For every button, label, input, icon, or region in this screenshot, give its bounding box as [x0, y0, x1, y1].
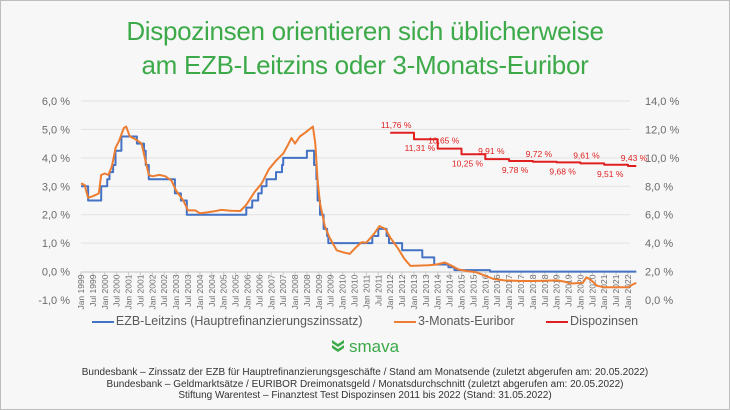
dispo-data-label: 9,51 % [597, 169, 624, 179]
x-tick-label: Jan 2016 [480, 274, 490, 309]
legend-item-euribor[interactable]: 3-Monats-Euribor [393, 314, 515, 328]
y-tick-right: 2,0 % [645, 267, 673, 279]
x-tick-label: Jul 2000 [112, 274, 122, 306]
x-tick-label: Jan 1999 [76, 274, 86, 309]
x-tick-label: Jan 2017 [504, 274, 514, 309]
x-tick-label: Jul 2004 [207, 274, 217, 306]
y-tick-left: 5,0 % [42, 124, 70, 136]
chart-title: Dispozinsen orientieren sich üblicherwei… [0, 14, 730, 82]
legend-item-dispo[interactable]: Dispozinsen [546, 314, 638, 328]
legend: EZB-Leitzins (Hauptrefinanzierungszinssa… [0, 314, 730, 328]
x-tick-label: Jul 2015 [468, 274, 478, 306]
x-tick-label: Jul 2002 [159, 274, 169, 306]
x-tick-label: Jul 2013 [421, 274, 431, 306]
x-tick-label: Jul 2017 [516, 274, 526, 306]
x-tick-label: Jul 2010 [350, 274, 360, 306]
x-tick-label: Jan 2007 [266, 274, 276, 309]
y-tick-right: 12,0 % [645, 124, 679, 136]
y-tick-left: 2,0 % [42, 210, 70, 222]
y-tick-right: 0,0 % [645, 295, 673, 307]
x-tick-label: Jan 2013 [409, 274, 419, 309]
series-ezb-line [81, 135, 637, 273]
x-tick-label: Jan 2020 [575, 274, 585, 309]
dispo-data-label: 10,65 % [428, 136, 460, 146]
x-tick-label: Jul 2011 [373, 274, 383, 306]
y-tick-right: 4,0 % [645, 238, 673, 250]
dispo-data-label: 9,43 % [621, 153, 648, 163]
sources: Bundesbank – Zinssatz der EZB für Hauptr… [0, 367, 730, 402]
y-tick-left: -1,0 % [38, 295, 70, 307]
chevron-stack-icon [331, 338, 345, 358]
legend-label-euribor: 3-Monats-Euribor [417, 314, 515, 328]
x-tick-label: Jan 2012 [385, 274, 395, 309]
y-tick-left: 4,0 % [42, 153, 70, 165]
x-tick-label: Jan 2004 [195, 274, 205, 309]
source-line-1: Bundesbank – Zinssatz der EZB für Hauptr… [81, 367, 649, 378]
legend-swatch-ezb [91, 320, 114, 323]
y-tick-left: 3,0 % [42, 181, 70, 193]
x-tick-label: Jul 2016 [492, 274, 502, 306]
dispo-data-label: 9,61 % [573, 150, 600, 160]
x-tick-label: Jan 2022 [623, 274, 633, 309]
series-euribor-line [80, 125, 637, 289]
x-tick-label: Jan 2011 [361, 274, 371, 309]
x-tick-label: Jul 1999 [88, 274, 98, 306]
source-line-2: Bundesbank – Geldmarktsätze / EURIBOR Dr… [106, 378, 624, 390]
dispo-data-label: 10,25 % [452, 158, 484, 168]
y-tick-right: 8,0 % [645, 181, 673, 193]
legend-swatch-euribor [393, 320, 416, 323]
title-line-2: am EZB-Leitzins oder 3-Monats-Euribor [141, 50, 589, 80]
smava-logo: smava [0, 337, 730, 358]
x-tick-label: Jan 2009 [314, 274, 324, 309]
x-tick-label: Jan 2005 [219, 274, 229, 309]
x-tick-label: Jan 2015 [457, 274, 467, 309]
legend-label-dispo: Dispozinsen [570, 314, 639, 328]
dispo-data-label: 11,31 % [405, 143, 436, 153]
y-tick-left: 1,0 % [42, 238, 70, 250]
y-tick-left: 0,0 % [42, 267, 70, 279]
y-tick-left: 6,0 % [42, 96, 70, 108]
x-tick-label: Jan 2002 [147, 274, 157, 309]
x-tick-label: Jan 2010 [338, 274, 348, 309]
dispo-data-label: 9,78 % [502, 165, 529, 175]
x-tick-label: Jan 2014 [433, 274, 443, 309]
x-tick-label: Jan 2008 [290, 274, 300, 309]
title-line-1: Dispozinsen orientieren sich üblicherwei… [126, 16, 604, 46]
x-tick-label: Jan 2019 [552, 274, 562, 309]
series-dispo-line [390, 131, 637, 167]
dispo-data-label: 9,68 % [549, 166, 576, 176]
x-tick-label: Jul 2001 [135, 274, 145, 306]
source-line-3: Stiftung Warentest – Finanztest Test Dis… [178, 390, 552, 401]
x-tick-label: Jul 2008 [302, 274, 312, 306]
x-tick-label: Jan 2001 [124, 274, 134, 309]
x-tick-label: Jul 2007 [278, 274, 288, 306]
x-tick-label: Jul 2018 [540, 274, 550, 306]
x-tick-label: Jan 2003 [171, 274, 181, 309]
x-tick-label: Jul 2003 [183, 274, 193, 306]
logo-text: smava [348, 337, 400, 356]
y-tick-right: 14,0 % [645, 96, 679, 108]
x-tick-label: Jul 2021 [611, 274, 621, 306]
x-tick-label: Jul 2014 [445, 274, 455, 306]
dispo-data-label: 9,91 % [478, 146, 505, 156]
x-tick-label: Jul 2006 [254, 274, 264, 306]
legend-label-ezb: EZB-Leitzins (Hauptrefinanzierungszinssa… [115, 314, 363, 328]
x-tick-label: Jul 2019 [564, 274, 574, 306]
y-tick-right: 10,0 % [645, 153, 679, 165]
x-tick-label: Jan 2021 [599, 274, 609, 309]
x-tick-label: Jan 2018 [528, 274, 538, 309]
x-tick-label: Jul 2020 [587, 274, 597, 306]
x-tick-label: Jan 2000 [100, 274, 110, 309]
x-tick-label: Jul 2012 [397, 274, 407, 306]
x-tick-label: Jul 2009 [326, 274, 336, 306]
legend-item-ezb[interactable]: EZB-Leitzins (Hauptrefinanzierungszinssa… [91, 314, 363, 328]
dispo-data-label: 11,76 % [381, 120, 412, 130]
x-tick-label: Jul 2005 [231, 274, 241, 306]
dispo-data-label: 9,72 % [526, 149, 553, 159]
legend-swatch-dispo [546, 320, 569, 323]
x-tick-label: Jan 2006 [242, 274, 252, 309]
y-tick-right: 6,0 % [645, 210, 673, 222]
